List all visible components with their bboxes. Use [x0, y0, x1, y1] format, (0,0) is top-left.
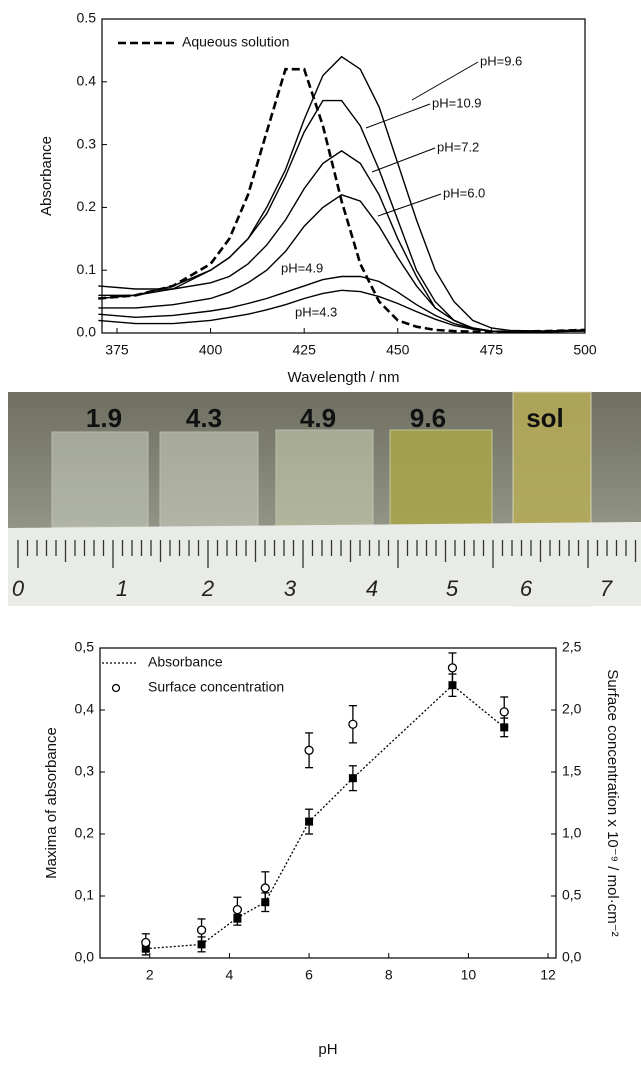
spectrum-line: [98, 194, 586, 333]
ruler-label: 7: [600, 576, 613, 601]
photo: 1.9 4.3 4.9 9.6 sol 0 1 2 3 4 5 6 7: [8, 391, 641, 607]
x-axis-label: Wavelength / nm: [288, 369, 400, 386]
legend-swatch: [111, 683, 121, 693]
data-point: [141, 937, 151, 948]
leader-line: [377, 193, 442, 217]
x-tick-label: 475: [480, 342, 504, 358]
y-tick-label: 0.1: [77, 261, 97, 277]
x-tick-label: 400: [199, 342, 223, 358]
chart: 2 4 6 8 10 12 0,0 0,1 0,2 0,3 0,4 0,5 0,0 0,5 1,0 1,5 2,…: [43, 639, 621, 1058]
data-point: [447, 663, 458, 673]
y-tick-label: 0,1: [75, 887, 95, 903]
sample-label: 9.6: [410, 403, 446, 433]
y-tick-label: 0,0: [75, 949, 95, 965]
data-point: [348, 719, 358, 729]
chart: 375 400 425 450 475 500 0.0 0.1 0.2 0.3 0.4 0.5 Wave…: [38, 10, 597, 386]
y-tick-label: 0.4: [77, 73, 97, 89]
data-point: [232, 904, 243, 915]
leader-line: [365, 103, 431, 129]
y-tick-label: 0.0: [77, 324, 97, 340]
film: [159, 431, 259, 528]
data-point: [196, 925, 207, 935]
sample-label: sol: [526, 403, 564, 433]
x-tick-label: 12: [540, 967, 556, 983]
y-tick-label: 0,3: [75, 763, 95, 779]
y-tick-label: 0.2: [77, 198, 97, 214]
x-tick-label: 8: [385, 967, 393, 983]
charts: 375 400 425 450 475 5000.00.10.20.30.40.5Wave…: [38, 10, 621, 1058]
sample-label: 4.3: [186, 403, 222, 433]
photo-labels: 1.9 4.3 4.9 9.6 sol 0 1 2 3 4 5 6 7: [12, 403, 613, 601]
y-tick-label: 0.5: [77, 10, 97, 26]
ruler-label: 3: [284, 576, 297, 601]
data-point: [197, 940, 206, 949]
x-tick-label: 4: [226, 967, 234, 983]
ruler-label: 5: [446, 576, 459, 601]
ruler-ticks: [17, 540, 637, 568]
ruler-label: 0: [12, 576, 25, 601]
curve-label: pH=10.9: [432, 95, 482, 110]
data-point: [304, 745, 314, 755]
data-point: [448, 681, 457, 690]
curve-label: pH=6.0: [443, 185, 485, 200]
plot-frame: [101, 18, 586, 334]
y2-tick-label: 1,5: [562, 763, 582, 779]
curve-label: pH=4.3: [295, 304, 337, 319]
ruler-label: 2: [201, 576, 214, 601]
plot-frame: [99, 647, 557, 959]
ruler: [8, 522, 641, 606]
y-tick-label: 0,2: [75, 825, 95, 841]
y-tick-label: 0,5: [75, 639, 95, 655]
curve-label: pH=7.2: [437, 139, 479, 154]
y-axis-label: Absorbance: [38, 136, 55, 216]
leader-line: [371, 147, 436, 173]
y-tick-label: 0,4: [75, 701, 95, 717]
x-tick-label: 375: [105, 342, 129, 358]
data-point: [348, 774, 357, 783]
ruler-label: 6: [520, 576, 533, 601]
spectrum-line: [98, 99, 586, 333]
film: [275, 429, 374, 528]
y-tick-label: 0.3: [77, 135, 97, 151]
leader-line: [411, 61, 479, 101]
y2-axis-label: Surface concentration x 10⁻⁹ / mol·cm⁻²: [604, 669, 621, 936]
x-tick-label: 450: [386, 342, 410, 358]
x-tick-label: 2: [146, 967, 154, 983]
spectrum-line: [98, 67, 586, 333]
y2-tick-label: 0,5: [562, 887, 582, 903]
spectrum-line: [98, 289, 586, 333]
legend-label: Surface concentration: [148, 679, 284, 695]
film: [389, 429, 493, 529]
data-point: [260, 883, 270, 893]
data-point: [499, 707, 509, 717]
x-tick-label: 10: [461, 967, 477, 983]
sample-label: 4.9: [300, 403, 336, 433]
film: [51, 431, 149, 528]
y2-tick-label: 0,0: [562, 949, 582, 965]
x-tick-label: 425: [293, 342, 317, 358]
legend-label: Absorbance: [148, 654, 223, 670]
legend-label: Aqueous solution: [182, 34, 289, 50]
ruler-label: 4: [366, 576, 378, 601]
y-axis-label: Maxima of absorbance: [43, 727, 60, 879]
y2-tick-label: 2,0: [562, 701, 582, 717]
x-tick-label: 6: [305, 967, 313, 983]
x-axis-label: pH: [318, 1041, 337, 1058]
data-point: [305, 817, 314, 826]
y2-tick-label: 1,0: [562, 825, 582, 841]
ruler-label: 1: [116, 576, 128, 601]
trend-line: [145, 684, 505, 950]
curve-label: pH=4.9: [281, 260, 323, 275]
x-tick-label: 500: [573, 342, 597, 358]
curve-label: pH=9.6: [480, 53, 522, 68]
sample-label: 1.9: [86, 403, 122, 433]
y2-tick-label: 2,5: [562, 639, 582, 655]
